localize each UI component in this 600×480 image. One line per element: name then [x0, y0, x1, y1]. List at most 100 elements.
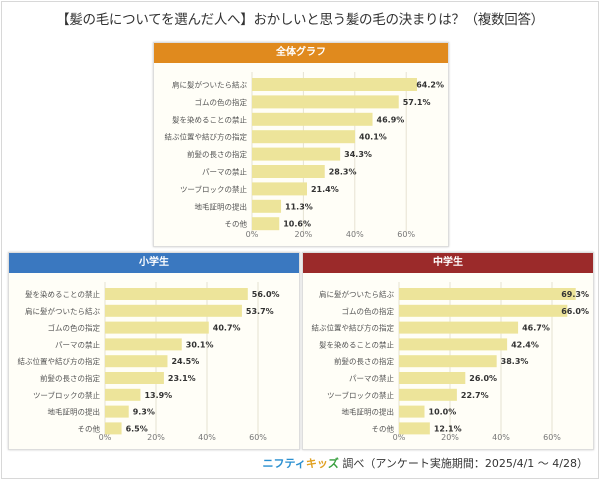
chart-svg: 0% 20% 40% 60% 肩に髪がついたら結ぶ 69.3% ゴムの色の指定 66.0% 結ぶ…: [312, 282, 589, 442]
value-label: 66.0%: [561, 307, 589, 316]
category-label: 肩に髪がついたら結ぶ: [25, 306, 100, 316]
bar: [252, 217, 280, 231]
category-label: ゴムの色の指定: [342, 306, 395, 316]
bar: [252, 130, 356, 144]
category-label: 前髪の長さの指定: [334, 356, 394, 366]
bar: [399, 355, 497, 368]
bar: [399, 388, 457, 401]
value-label: 38.3%: [501, 357, 529, 366]
category-label: 結ぶ位置や結び方の指定: [165, 132, 248, 142]
bar: [399, 338, 508, 351]
category-label: 髪を染めることの禁止: [25, 289, 100, 299]
bar: [399, 422, 430, 435]
elementary-chart-panel: 小学生 0% 20% 40% 60% 髪を染めることの禁止 56.0% 肩に髪がついたら結ぶ…: [8, 252, 300, 450]
value-label: 57.1%: [403, 98, 431, 107]
value-label: 11.3%: [285, 202, 313, 211]
bar: [399, 321, 519, 334]
value-label: 46.7%: [522, 324, 550, 333]
category-label: 前髪の長さの指定: [40, 373, 100, 383]
value-label: 28.3%: [329, 168, 357, 177]
bar: [252, 199, 282, 213]
value-label: 6.5%: [126, 424, 148, 433]
value-label: 30.1%: [186, 340, 214, 349]
value-label: 22.7%: [461, 391, 489, 400]
brand-logo-part3: ズ: [327, 457, 339, 470]
bar: [105, 372, 164, 384]
category-label: 地毛証明の提出: [48, 407, 101, 417]
value-label: 26.0%: [469, 374, 497, 383]
value-label: 46.9%: [377, 115, 405, 124]
bar: [105, 338, 182, 351]
junior-high-chart-panel: 中学生 0% 20% 40% 60% 肩に髪がついたら結ぶ 69.3% ゴムの色の指定 66.…: [302, 252, 594, 450]
overall-chart-header: 全体グラフ: [154, 43, 448, 63]
elementary-chart-header: 小学生: [9, 253, 299, 273]
x-tick-label: 20%: [441, 433, 459, 442]
category-label: その他: [225, 219, 248, 229]
category-label: 前髪の長さの指定: [187, 149, 247, 159]
category-label: 髪を染めることの禁止: [172, 114, 247, 124]
value-label: 21.4%: [311, 185, 339, 194]
x-tick-label: 60%: [397, 230, 415, 239]
bar: [252, 112, 373, 126]
category-label: 地毛証明の提出: [195, 201, 248, 211]
bar: [399, 304, 568, 317]
category-label: 地毛証明の提出: [342, 407, 395, 417]
brand-logo-part1: ニフティ: [262, 457, 306, 470]
value-label: 40.1%: [359, 133, 387, 142]
bar: [399, 372, 466, 384]
value-label: 53.7%: [246, 307, 274, 316]
source-footer: ニフティキッズ 調べ（アンケート実施期間：2025/4/1 ～ 4/28）: [262, 455, 588, 471]
category-label: ツーブロックの禁止: [180, 184, 248, 194]
category-label: 髪を染めることの禁止: [319, 339, 394, 349]
bar: [252, 182, 307, 196]
x-tick-label: 40%: [492, 433, 510, 442]
category-label: 肩に髪がついたら結ぶ: [172, 80, 247, 90]
bar: [252, 78, 417, 91]
x-tick-label: 60%: [249, 433, 267, 442]
category-label: ツーブロックの禁止: [33, 390, 101, 400]
value-label: 10.6%: [283, 220, 311, 229]
x-tick-label: 0%: [393, 433, 406, 442]
category-label: ゴムの色の指定: [48, 323, 101, 333]
value-label: 40.7%: [213, 324, 241, 333]
bar: [105, 422, 122, 435]
category-label: ゴムの色の指定: [195, 97, 248, 107]
bar: [105, 288, 248, 300]
bar: [105, 388, 141, 401]
brand-logo-part2: キッ: [305, 457, 328, 470]
value-label: 9.3%: [133, 408, 155, 417]
bar: [252, 165, 325, 178]
bar: [399, 288, 576, 300]
category-label: 結ぶ位置や結び方の指定: [312, 323, 395, 333]
bar: [105, 321, 209, 334]
x-tick-label: 40%: [346, 230, 364, 239]
category-label: 結ぶ位置や結び方の指定: [18, 356, 101, 366]
value-label: 23.1%: [168, 374, 196, 383]
x-tick-label: 0%: [246, 230, 259, 239]
chart-svg: 0% 20% 40% 60% 肩に髪がついたら結ぶ 64.2% ゴムの色の指定 57.1% 髪を…: [165, 72, 444, 239]
bar: [105, 405, 129, 418]
page-title: 【髪の毛についてを選んだ人へ】おかしいと思う髪の毛の決まりは？（複数回答）: [56, 12, 544, 28]
category-label: パーマの禁止: [202, 167, 247, 177]
category-label: パーマの禁止: [55, 339, 100, 349]
category-label: その他: [78, 423, 101, 433]
value-label: 13.9%: [144, 391, 172, 400]
source-text: 調べ（アンケート実施期間：2025/4/1 ～ 4/28）: [342, 457, 588, 470]
bar: [399, 405, 425, 418]
bar: [105, 355, 168, 368]
category-label: ツーブロックの禁止: [327, 390, 395, 400]
category-label: 肩に髪がついたら結ぶ: [319, 289, 394, 299]
value-label: 56.0%: [252, 290, 280, 299]
bar: [252, 147, 341, 161]
overall-chart-panel: 全体グラフ 0% 20% 40% 60% 肩に髪がついたら結ぶ 64.2% ゴムの色の指定 5…: [153, 42, 449, 247]
x-tick-label: 0%: [99, 433, 112, 442]
x-tick-label: 20%: [147, 433, 165, 442]
value-label: 42.4%: [511, 340, 539, 349]
value-label: 24.5%: [171, 357, 199, 366]
bar: [105, 304, 242, 317]
x-tick-label: 60%: [543, 433, 561, 442]
category-label: その他: [372, 423, 395, 433]
junior-high-chart-header: 中学生: [303, 253, 593, 273]
category-label: パーマの禁止: [349, 373, 394, 383]
